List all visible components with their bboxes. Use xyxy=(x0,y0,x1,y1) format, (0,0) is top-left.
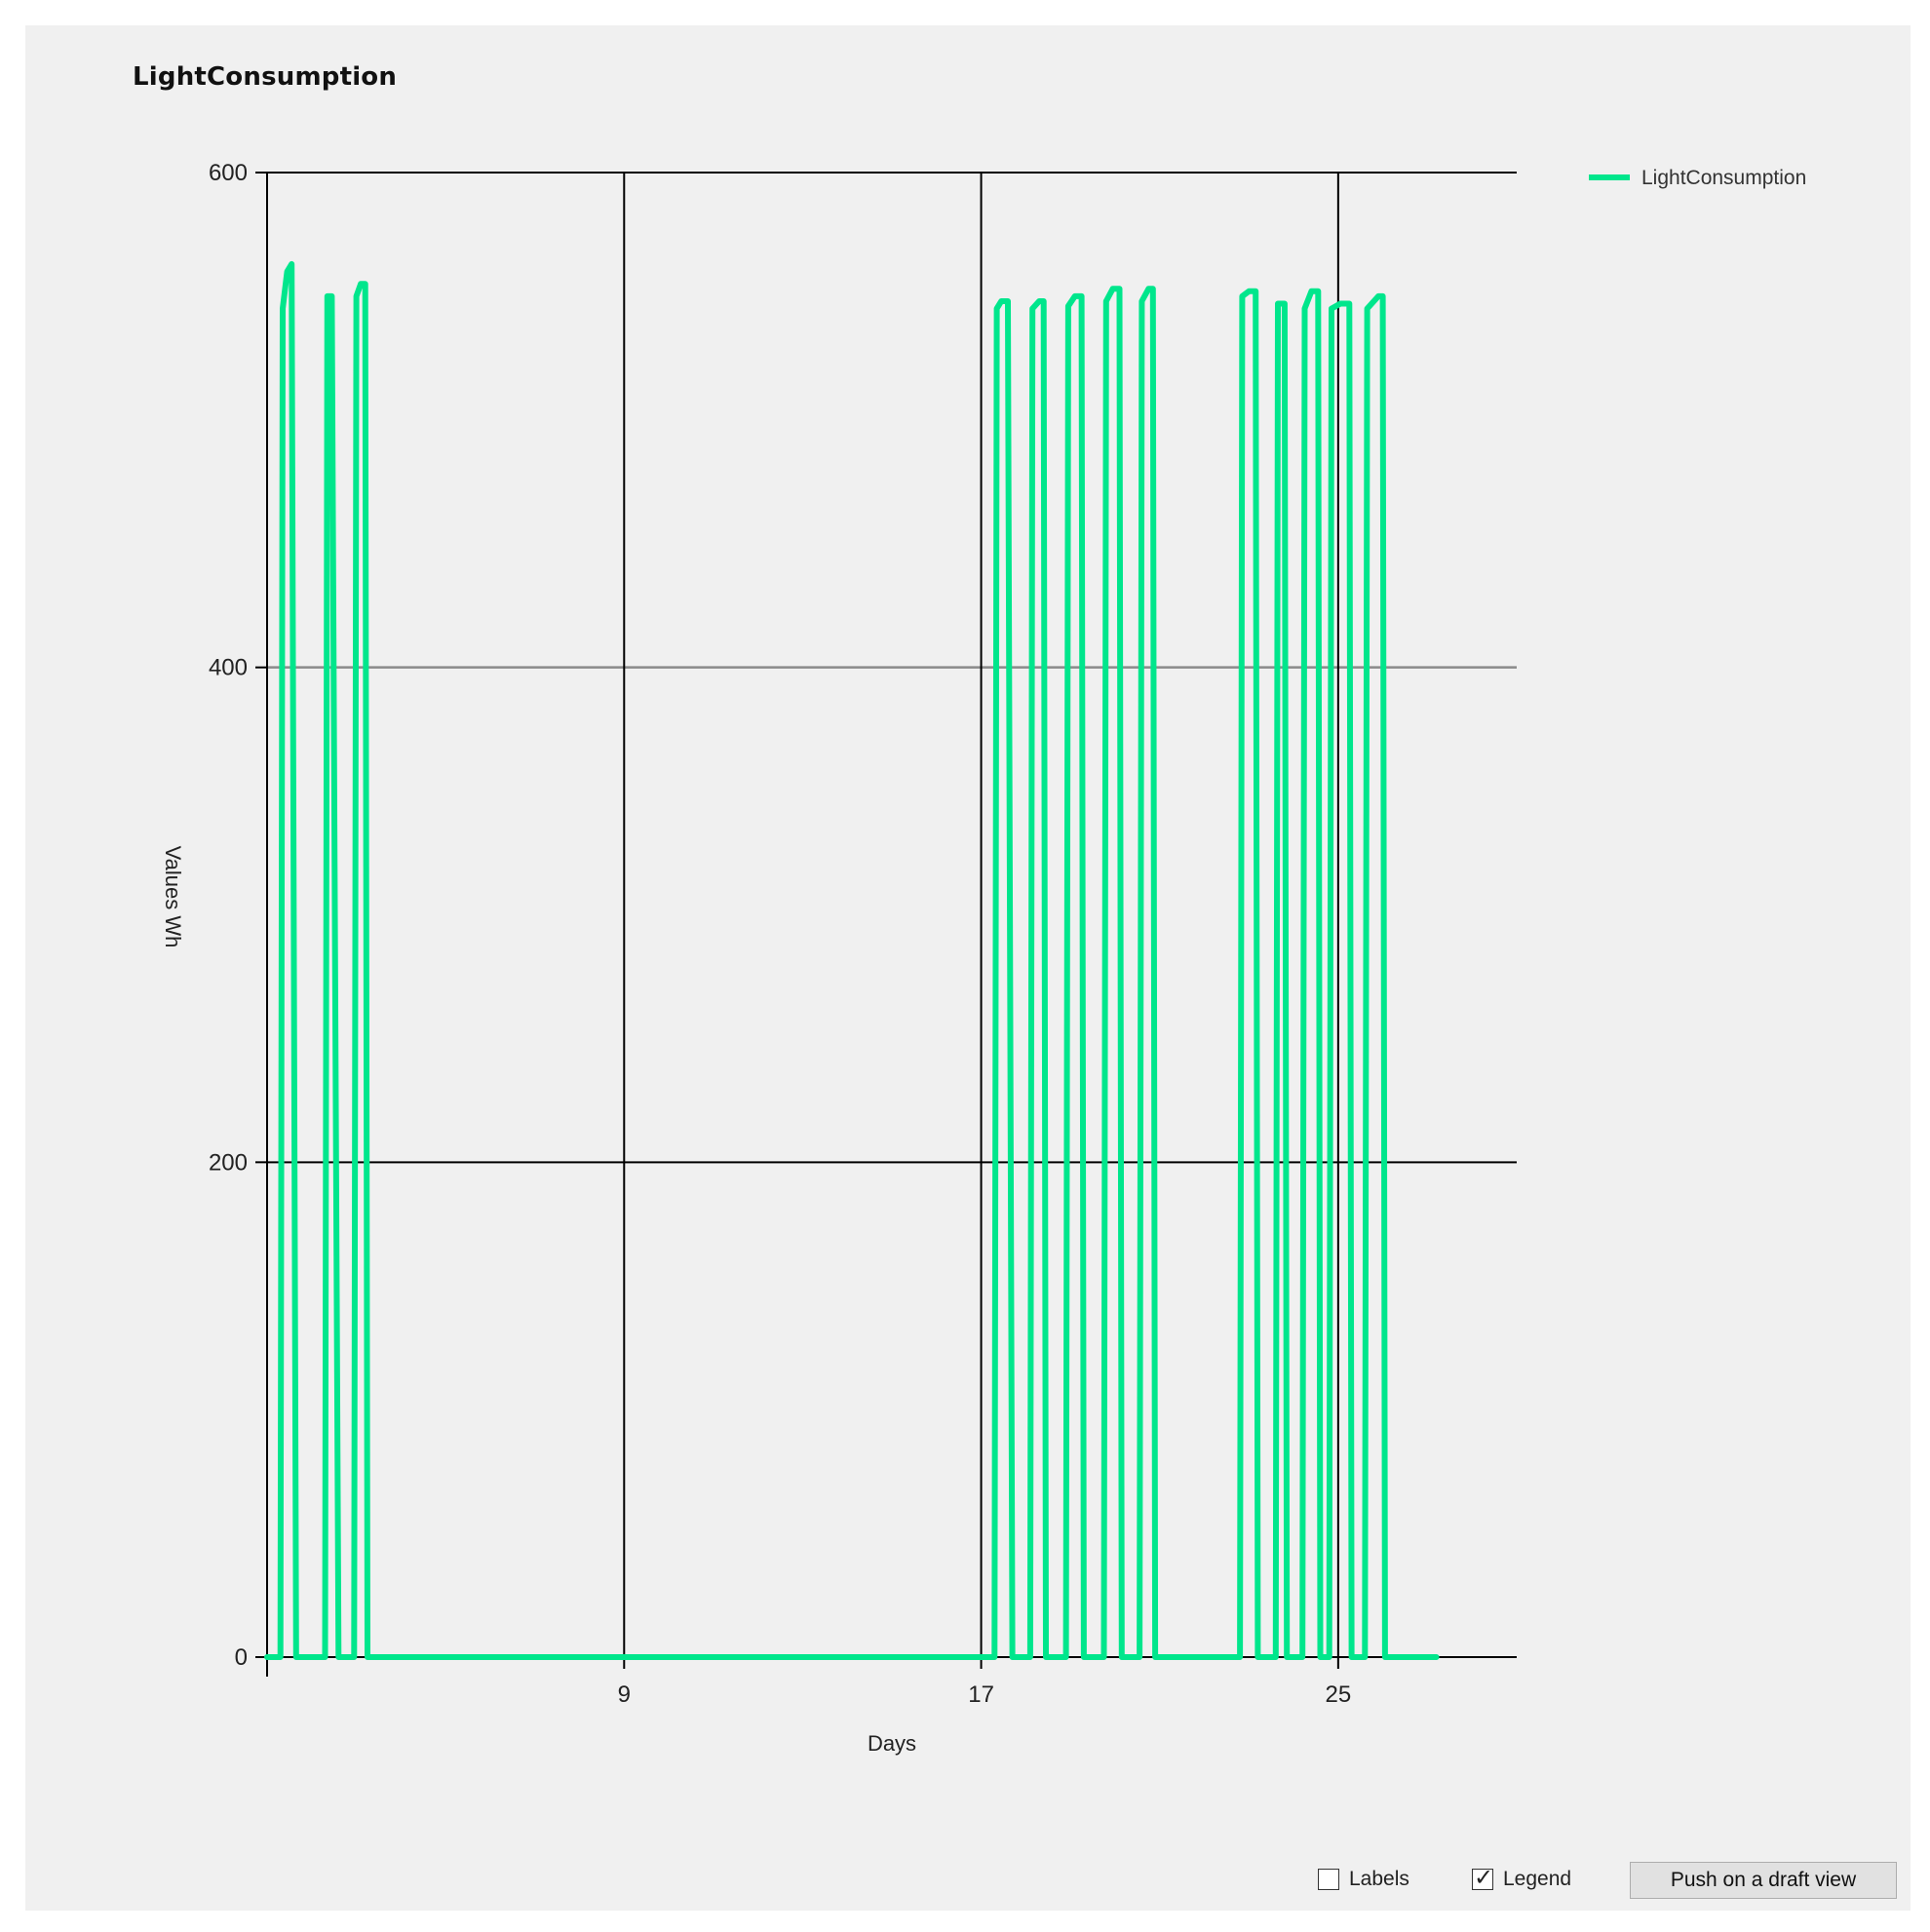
legend: LightConsumption xyxy=(1589,167,1806,189)
y-tick-label-0: 0 xyxy=(235,1644,248,1671)
series-layer xyxy=(264,260,1440,1660)
chart-title: LightConsumption xyxy=(133,62,398,92)
x-axis-title: Days xyxy=(868,1731,916,1756)
y-axis-title: Values Wh xyxy=(161,846,185,948)
labels-toggle[interactable]: Labels xyxy=(1318,1868,1409,1891)
legend-checkbox[interactable] xyxy=(1472,1864,1493,1891)
x-tick-label-25: 25 xyxy=(1326,1681,1352,1708)
tick-labels: 0 200 400 600 9 17 25 xyxy=(209,160,1351,1708)
y-tick-label-600: 600 xyxy=(209,160,248,186)
x-tick-label-9: 9 xyxy=(618,1681,631,1708)
legend-checkbox-label: Legend xyxy=(1503,1868,1572,1890)
labels-checkbox-label: Labels xyxy=(1349,1868,1409,1890)
legend-toggle[interactable]: Legend xyxy=(1472,1864,1572,1891)
push-draft-view-button[interactable]: Push on a draft view xyxy=(1630,1862,1897,1899)
labels-checkbox[interactable] xyxy=(1318,1869,1339,1890)
series-line-0 xyxy=(264,260,1440,1660)
legend-label: LightConsumption xyxy=(1641,167,1806,189)
y-tick-label-400: 400 xyxy=(209,655,248,681)
x-tick-label-17: 17 xyxy=(968,1681,994,1708)
y-tick-label-200: 200 xyxy=(209,1149,248,1176)
grid xyxy=(267,172,1517,1657)
